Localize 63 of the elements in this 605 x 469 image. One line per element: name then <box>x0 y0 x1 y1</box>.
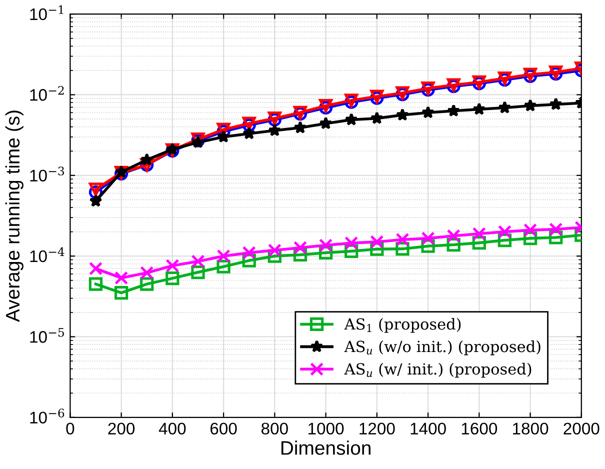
x-tick-label: 400 <box>158 422 186 435</box>
point <box>549 222 563 236</box>
point <box>191 254 205 268</box>
point <box>294 120 307 134</box>
x-tick-label: 800 <box>261 422 288 435</box>
point <box>88 277 103 291</box>
point <box>370 235 384 249</box>
point <box>396 108 410 121</box>
legend-label: AS$_{1}$ (proposed) <box>344 318 461 333</box>
x-tick-label: 600 <box>210 422 237 435</box>
y-tick-label: 10$^{−4}$ <box>30 247 64 262</box>
point <box>396 232 410 246</box>
point <box>344 236 358 250</box>
point <box>498 100 512 114</box>
point <box>524 98 537 112</box>
point <box>447 104 460 117</box>
y-tick-label: 10$^{−2}$ <box>30 86 64 101</box>
point <box>318 238 333 252</box>
point <box>293 240 308 255</box>
point <box>242 126 256 140</box>
point <box>140 277 154 291</box>
y-tick-label: 10$^{−3}$ <box>30 166 64 182</box>
point <box>216 249 230 263</box>
point <box>344 112 358 126</box>
point <box>88 182 103 196</box>
point <box>268 124 282 136</box>
legend-label: AS$_{u}$ (w/ init.) (proposed) <box>344 362 532 378</box>
point <box>191 265 205 280</box>
point <box>422 106 435 118</box>
x-tick-label: 2000 <box>564 422 600 435</box>
point <box>89 194 102 207</box>
point <box>140 153 154 166</box>
y-tick-label: 10$^{−1}$ <box>30 5 64 20</box>
point <box>472 226 486 241</box>
x-tick-label: 1600 <box>462 422 498 435</box>
point <box>498 224 512 239</box>
y-tick-label: 10$^{−6}$ <box>30 408 64 424</box>
y-axis-title: Average running time (s) <box>5 110 24 322</box>
point <box>88 262 103 276</box>
point <box>166 258 180 272</box>
x-tick-label: 200 <box>108 422 135 435</box>
point <box>370 112 384 124</box>
point <box>549 98 562 110</box>
x-tick-label: 1400 <box>410 422 446 435</box>
point <box>114 271 128 285</box>
point <box>268 243 282 258</box>
x-tick-label: 0 <box>66 422 74 435</box>
legend-label: AS$_{u}$ (w/o init.) (proposed) <box>344 340 540 356</box>
x-tick-label: 1000 <box>308 422 344 435</box>
x-tick-label: 1800 <box>513 422 548 435</box>
point <box>140 266 154 280</box>
x-axis-title: Dimension <box>281 440 370 455</box>
y-tick-label: 10$^{−5}$ <box>30 328 64 343</box>
point <box>523 223 538 237</box>
point <box>472 102 486 116</box>
point <box>319 116 332 130</box>
x-tick-label: 1200 <box>360 422 395 435</box>
point <box>421 232 435 246</box>
point <box>114 286 128 300</box>
point <box>446 229 460 243</box>
point <box>217 130 230 143</box>
point <box>242 246 256 260</box>
point <box>166 272 180 286</box>
